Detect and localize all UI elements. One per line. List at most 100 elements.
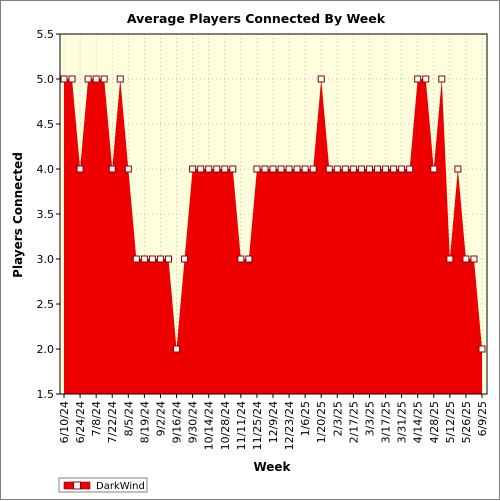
x-tick-label: 5/26/25 [460, 401, 473, 443]
data-point [124, 165, 132, 173]
data-point [237, 255, 245, 263]
data-point [293, 165, 301, 173]
data-point [253, 165, 261, 173]
data-point [470, 255, 478, 263]
y-tick-label: 5.0 [37, 73, 55, 86]
data-point [132, 255, 140, 263]
data-point [221, 165, 229, 173]
data-point [261, 165, 269, 173]
x-tick-label: 12/9/24 [267, 401, 280, 443]
data-point [349, 165, 357, 173]
data-point [438, 75, 446, 83]
y-tick-label: 4.0 [37, 163, 55, 176]
data-point [406, 165, 414, 173]
data-point [454, 165, 462, 173]
x-tick-label: 7/8/24 [90, 401, 103, 436]
y-tick-label: 3.5 [37, 208, 55, 221]
data-point [60, 75, 68, 83]
y-tick-label: 2.0 [37, 343, 55, 356]
chart-title: Average Players Connected By Week [127, 11, 386, 26]
data-point [301, 165, 309, 173]
x-axis-label: Week [253, 460, 291, 474]
data-point [357, 165, 365, 173]
x-tick-label: 5/12/25 [444, 401, 457, 443]
x-tick-label: 3/31/25 [396, 401, 409, 443]
data-point [478, 345, 486, 353]
data-point [140, 255, 148, 263]
x-tick-label: 9/16/24 [171, 401, 184, 443]
data-point [430, 165, 438, 173]
series-area-darkwind [64, 79, 482, 394]
x-tick-label: 4/28/25 [428, 401, 441, 443]
x-tick-label: 9/2/24 [154, 401, 167, 436]
data-point [92, 75, 100, 83]
data-point [382, 165, 390, 173]
data-point [181, 255, 189, 263]
y-tick-label: 1.5 [37, 388, 55, 401]
data-point [205, 165, 213, 173]
data-point [229, 165, 237, 173]
x-tick-label: 3/17/25 [380, 401, 393, 443]
x-axis: 6/10/24 6/24/24 7/8/24 7/22/24 8/5/24 8/19/24… [58, 394, 489, 450]
data-point [68, 75, 76, 83]
y-tick-label: 4.5 [37, 118, 55, 131]
x-tick-label: 9/30/24 [187, 401, 200, 443]
data-point [374, 165, 381, 173]
data-point [116, 75, 124, 83]
data-point [341, 165, 349, 173]
x-tick-label: 8/5/24 [122, 401, 135, 436]
data-point [446, 255, 454, 263]
legend-label: DarkWind [96, 481, 145, 492]
data-point [414, 75, 422, 83]
data-point [277, 165, 285, 173]
data-point [100, 75, 108, 83]
data-point [213, 165, 221, 173]
x-tick-label: 6/24/24 [74, 401, 87, 443]
legend-marker [73, 481, 81, 490]
data-point [390, 165, 398, 173]
data-point [309, 165, 317, 173]
x-tick-label: 11/25/24 [251, 401, 264, 450]
data-point [462, 255, 470, 263]
y-tick-label: 5.5 [37, 28, 55, 41]
series-markers [60, 75, 486, 353]
x-tick-label: 8/19/24 [138, 401, 151, 443]
data-point [156, 255, 164, 263]
data-point [398, 165, 406, 173]
data-point [189, 165, 197, 173]
data-point [165, 255, 172, 263]
x-tick-label: 7/22/24 [106, 401, 119, 443]
data-point [285, 165, 293, 173]
y-tick-label: 2.5 [37, 298, 55, 311]
legend: DarkWind [58, 477, 148, 493]
data-point [108, 165, 116, 173]
data-point [317, 75, 325, 83]
x-tick-label: 6/9/25 [476, 401, 489, 436]
data-point [245, 255, 253, 263]
x-tick-label: 10/14/24 [203, 401, 216, 450]
x-tick-label: 4/14/25 [412, 401, 425, 443]
x-tick-label: 1/20/25 [315, 401, 328, 443]
x-tick-label: 6/10/24 [58, 401, 71, 443]
data-point [173, 345, 181, 353]
x-tick-label: 1/6/25 [299, 401, 312, 436]
data-point [333, 165, 341, 173]
data-point [325, 165, 333, 173]
y-axis: 1.5 2.0 2.5 3.0 3.5 4.0 4.5 5.0 5.5 [37, 28, 60, 401]
data-point [148, 255, 156, 263]
x-tick-label: 2/3/25 [331, 401, 344, 436]
data-point [365, 165, 373, 173]
x-tick-label: 10/28/24 [219, 401, 232, 450]
data-point [76, 165, 84, 173]
x-tick-label: 12/23/24 [283, 401, 296, 450]
data-point [269, 165, 277, 173]
data-point [422, 75, 430, 83]
x-tick-label: 2/17/25 [347, 401, 360, 443]
y-tick-label: 3.0 [37, 253, 55, 266]
x-tick-label: 11/11/24 [235, 401, 248, 450]
data-point [197, 165, 205, 173]
data-point [84, 75, 92, 83]
y-axis-label: Players Connected [11, 152, 25, 278]
